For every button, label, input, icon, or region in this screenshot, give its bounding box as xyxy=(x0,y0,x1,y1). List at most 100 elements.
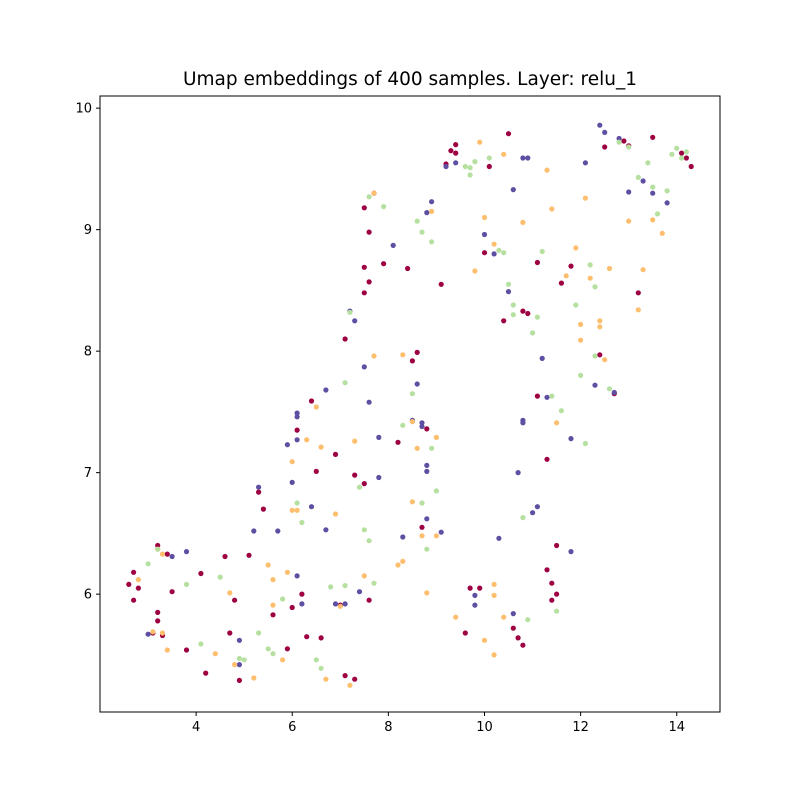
scatter-point xyxy=(222,553,228,560)
scatter-point xyxy=(376,474,382,481)
scatter-point xyxy=(236,677,242,684)
scatter-point xyxy=(587,262,593,268)
scatter-point xyxy=(409,419,415,425)
scatter-point xyxy=(515,635,521,641)
scatter-point xyxy=(256,630,262,636)
scatter-point xyxy=(294,414,300,420)
scatter-point xyxy=(462,163,468,170)
scatter-point xyxy=(525,310,531,317)
scatter-point xyxy=(347,682,353,688)
scatter-point xyxy=(424,210,430,216)
scatter-point xyxy=(265,562,271,568)
scatter-point xyxy=(453,142,459,148)
chart-title: Umap embeddings of 400 samples. Layer: r… xyxy=(182,69,638,90)
scatter-point xyxy=(520,420,526,426)
scatter-point xyxy=(409,391,415,397)
scatter-point xyxy=(659,230,665,236)
scatter-point xyxy=(491,251,497,257)
scatter-point xyxy=(342,380,348,386)
scatter-point xyxy=(159,630,166,636)
scatter-point xyxy=(126,581,132,588)
scatter-point xyxy=(539,248,545,255)
scatter-point xyxy=(683,149,690,155)
scatter-point xyxy=(645,160,651,166)
scatter-point xyxy=(246,552,252,558)
scatter-point xyxy=(352,438,358,444)
scatter-point xyxy=(395,439,401,445)
scatter-point xyxy=(592,353,598,359)
scatter-point xyxy=(674,145,680,151)
scatter-point xyxy=(203,670,209,676)
scatter-point xyxy=(592,382,598,388)
scatter-point xyxy=(150,629,156,635)
scatter-point xyxy=(501,151,507,157)
scatter-point xyxy=(578,321,584,327)
scatter-point xyxy=(395,562,401,568)
scatter-point xyxy=(683,155,690,161)
scatter-point xyxy=(376,434,382,440)
scatter-point xyxy=(544,456,550,462)
scatter-point xyxy=(491,592,497,599)
scatter-point xyxy=(462,630,468,636)
scatter-point xyxy=(602,144,608,150)
scatter-point xyxy=(424,546,430,552)
scatter-point xyxy=(530,510,536,516)
scatter-point xyxy=(453,150,459,156)
scatter-point xyxy=(289,507,295,513)
scatter-point xyxy=(289,459,295,465)
scatter-point xyxy=(544,394,550,400)
y-tick-label: 8 xyxy=(84,345,92,360)
scatter-point xyxy=(155,542,161,549)
scatter-point xyxy=(256,484,262,490)
scatter-point xyxy=(568,263,574,269)
scatter-point xyxy=(467,172,473,178)
scatter-point xyxy=(371,353,377,359)
scatter-point xyxy=(400,352,406,358)
scatter-point xyxy=(280,657,286,663)
scatter-point xyxy=(409,499,415,505)
scatter-point xyxy=(669,151,675,157)
scatter-point xyxy=(438,529,444,535)
scatter-point xyxy=(419,229,425,235)
scatter-point xyxy=(501,614,507,620)
scatter-point xyxy=(280,596,286,602)
scatter-point xyxy=(371,580,377,586)
scatter-point xyxy=(419,423,425,430)
scatter-point xyxy=(256,489,262,495)
scatter-point xyxy=(477,585,483,591)
scatter-point xyxy=(654,211,661,217)
scatter-point xyxy=(308,504,315,510)
scatter-point xyxy=(342,673,348,679)
scatter-point xyxy=(342,336,348,342)
x-tick-label: 14 xyxy=(668,720,685,735)
scatter-point xyxy=(155,546,161,552)
scatter-point xyxy=(294,507,300,513)
scatter-point xyxy=(664,200,670,206)
scatter-point xyxy=(183,549,190,555)
scatter-point xyxy=(352,318,358,324)
scatter-point xyxy=(381,204,387,210)
scatter-point xyxy=(515,470,521,476)
scatter-point xyxy=(366,279,372,285)
scatter-point xyxy=(635,307,641,313)
scatter-point xyxy=(366,229,372,235)
scatter-point xyxy=(424,468,430,474)
scatter-point xyxy=(135,585,141,591)
scatter-point xyxy=(510,302,516,308)
scatter-point xyxy=(361,205,367,211)
y-tick-label: 10 xyxy=(75,102,92,117)
scatter-point xyxy=(236,655,242,662)
scatter-point xyxy=(573,245,579,251)
scatter-point xyxy=(472,159,478,165)
scatter-point xyxy=(289,479,295,485)
scatter-point xyxy=(520,155,526,161)
scatter-point xyxy=(241,657,247,663)
scatter-point xyxy=(304,634,310,640)
scatter-point xyxy=(429,445,435,451)
scatter-point xyxy=(366,194,372,200)
scatter-point xyxy=(361,364,367,370)
scatter-point xyxy=(356,484,363,490)
scatter-point xyxy=(433,488,439,494)
x-tick-label: 10 xyxy=(476,720,493,735)
scatter-point xyxy=(270,577,276,583)
